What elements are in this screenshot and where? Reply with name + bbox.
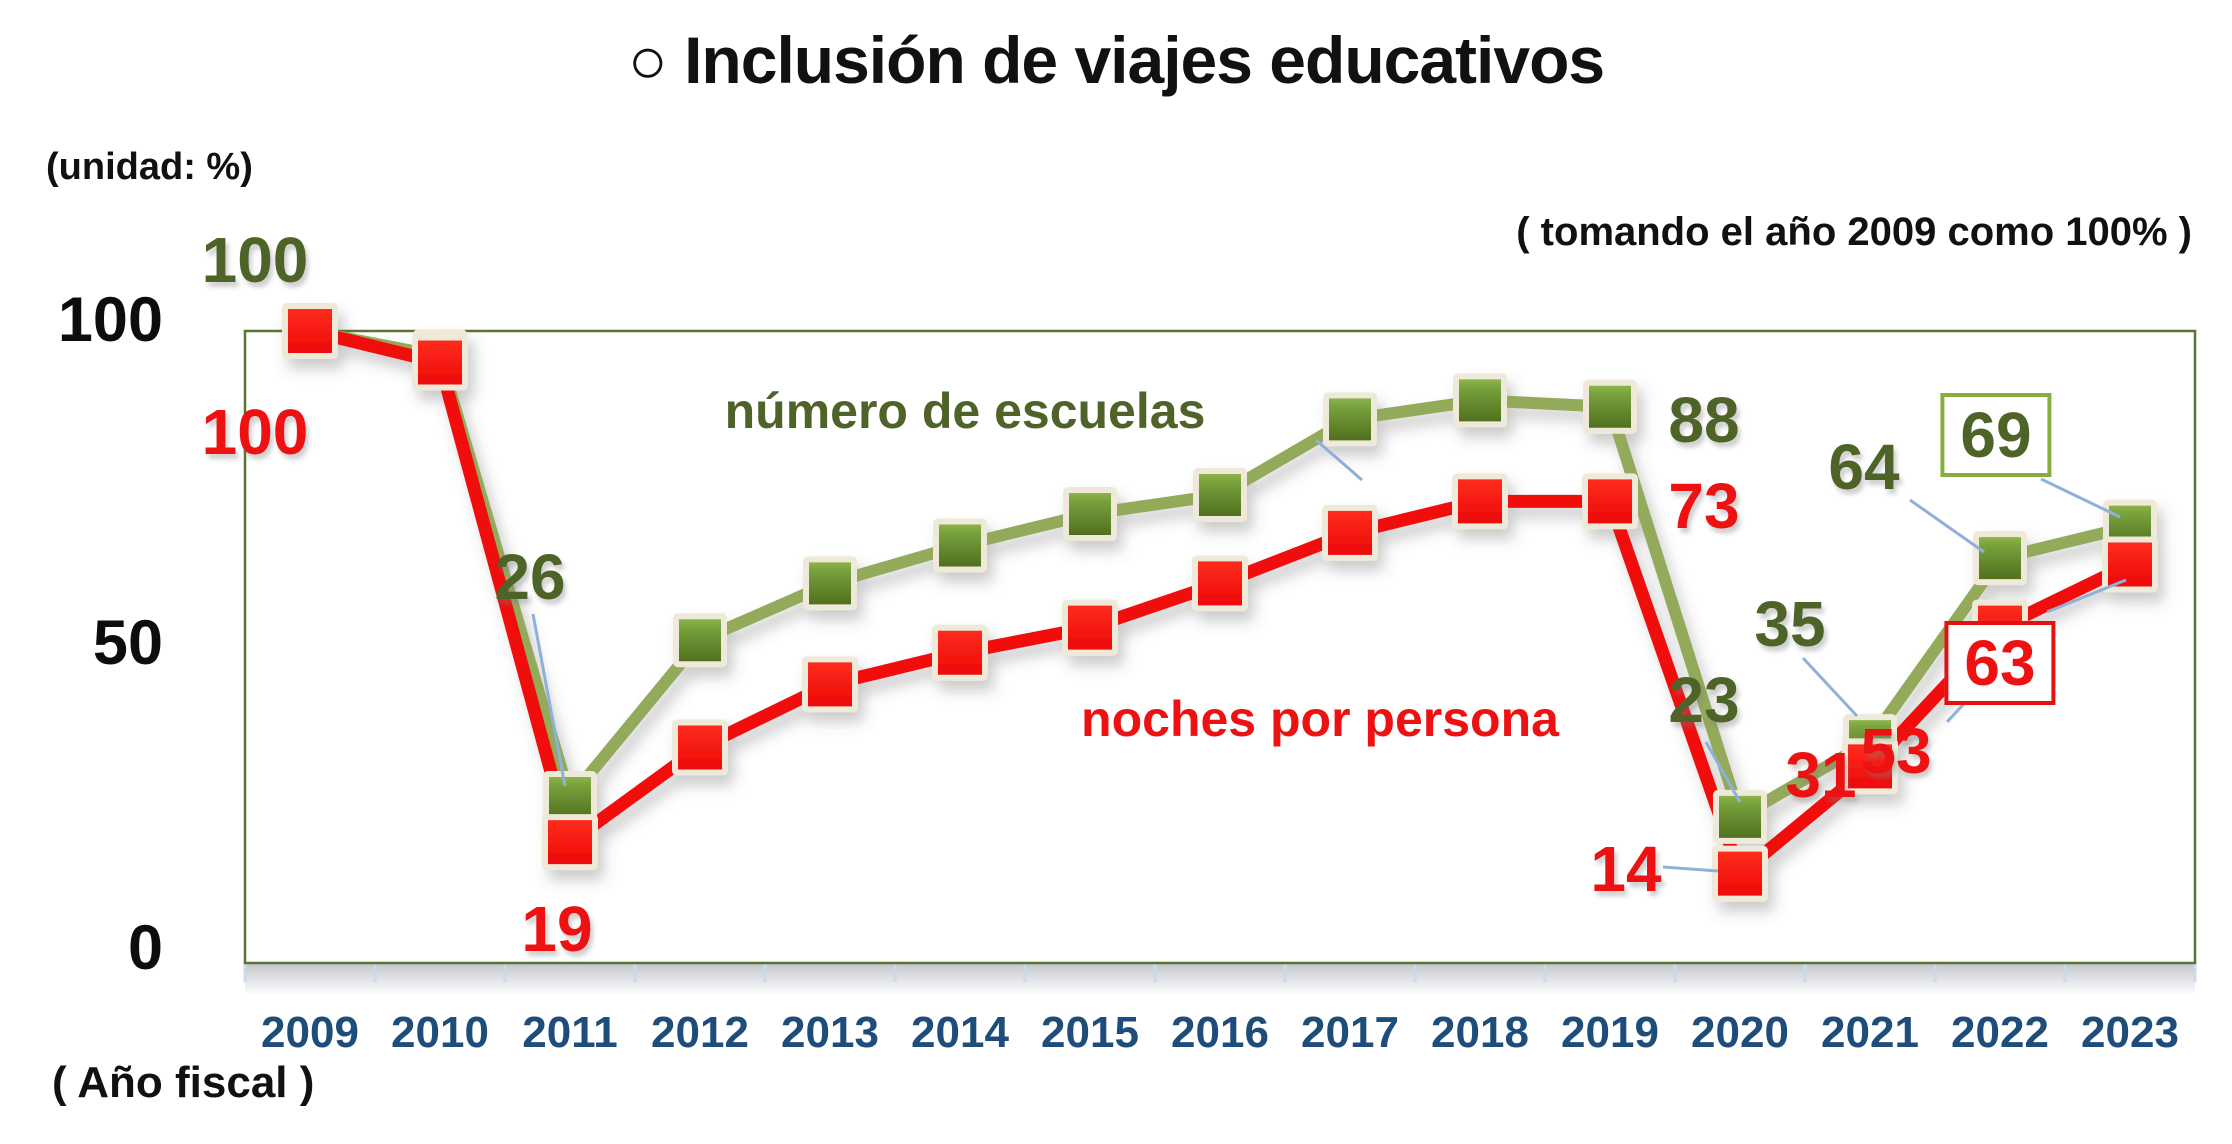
marker-red-2020: [1712, 845, 1768, 902]
x-tick-2014: 2014: [911, 1008, 1009, 1057]
marker-green-2015: [1063, 486, 1117, 541]
leader-line: [1909, 498, 1985, 554]
x-tick-2022: 2022: [1951, 1008, 2049, 1057]
y-tick-0: 0: [127, 913, 163, 983]
value-label-green-26: 26: [494, 541, 566, 613]
x-tick-2017: 2017: [1301, 1008, 1399, 1057]
value-label-green-35: 35: [1754, 588, 1826, 660]
leader-line: [2046, 578, 2127, 614]
x-tick-2019: 2019: [1561, 1008, 1659, 1057]
marker-green-2017: [1323, 392, 1377, 447]
x-tick-2016: 2016: [1171, 1008, 1269, 1057]
marker-green-2018: [1453, 373, 1507, 428]
value-label-green-100: 100: [201, 224, 309, 296]
x-tick-2009: 2009: [261, 1008, 359, 1057]
series-label-numero-de-escuelas: número de escuelas: [724, 383, 1206, 439]
value-label-green-64: 64: [1828, 431, 1900, 503]
value-label-red-19: 19: [521, 893, 593, 965]
marker-green-2019: [1583, 379, 1637, 434]
marker-red-2014: [932, 624, 988, 681]
x-tick-2021: 2021: [1821, 1008, 1919, 1057]
marker-red-2015: [1062, 599, 1118, 656]
plot-area: [243, 329, 2197, 995]
y-tick-100: 100: [57, 285, 163, 355]
x-tick-2018: 2018: [1431, 1008, 1529, 1057]
marker-red-2016: [1192, 555, 1248, 612]
axis-bevel: [245, 963, 2195, 995]
value-label-green-69: 69: [1940, 393, 2052, 477]
fiscal-note: ( Año fiscal ): [52, 1058, 315, 1107]
data-series-layer: [282, 303, 2158, 902]
value-label-red-53: 53: [1860, 715, 1932, 787]
marker-red-2018: [1452, 473, 1508, 530]
marker-green-2013: [803, 556, 857, 611]
unit-note: (unidad: %): [46, 146, 253, 188]
value-label-red-100: 100: [201, 396, 309, 468]
x-tick-2012: 2012: [651, 1008, 749, 1057]
marker-green-2020: [1713, 789, 1767, 844]
marker-red-2019: [1582, 473, 1638, 530]
x-tick-2011: 2011: [522, 1008, 617, 1057]
marker-green-2016: [1193, 468, 1247, 523]
marker-red-2021: [1842, 738, 1898, 795]
value-label-green-88: 88: [1668, 384, 1740, 456]
marker-red-2009: [282, 303, 338, 359]
baseline-note: ( tomando el año 2009 como 100% ): [1516, 210, 2192, 254]
leader-line: [1704, 741, 1742, 803]
x-tick-2023: 2023: [2081, 1008, 2179, 1057]
x-tick-2010: 2010: [391, 1008, 489, 1057]
leader-line: [1662, 865, 1719, 873]
x-tick-2015: 2015: [1041, 1008, 1139, 1057]
marker-red-2011: [542, 814, 598, 871]
leader-line: [1801, 656, 1859, 718]
leader-line: [1315, 438, 1363, 482]
marker-red-2012: [672, 719, 728, 776]
value-label-red-63: 63: [1944, 621, 2056, 705]
value-label-red-31: 31: [1785, 739, 1857, 811]
marker-red-2023: [2102, 536, 2158, 593]
x-axis-labels: 2009 2010 2011 2012 2013 2014 2015 2016 2017 2018…: [261, 1008, 2179, 1057]
plot-border: [243, 329, 2197, 965]
value-label-green-23: 23: [1668, 664, 1740, 736]
leader-line: [531, 613, 567, 787]
leader-line: [2040, 477, 2121, 519]
x-tick-2013: 2013: [781, 1008, 879, 1057]
marker-red-2017: [1322, 504, 1378, 561]
marker-red-2013: [802, 656, 858, 713]
y-tick-50: 50: [92, 608, 163, 678]
series-label-noches-por-persona: noches por persona: [1081, 691, 1559, 747]
marker-green-2012: [673, 613, 727, 668]
marker-red-2010: [412, 334, 468, 391]
marker-green-2022: [1973, 531, 2027, 586]
leader-lines-layer: [531, 438, 2127, 873]
value-label-red-73: 73: [1668, 470, 1740, 542]
marker-green-2014: [933, 518, 987, 573]
page-title: ○ Inclusión de viajes educativos: [627, 23, 1605, 97]
value-label-red-14: 14: [1590, 833, 1662, 905]
x-tick-2020: 2020: [1691, 1008, 1789, 1057]
